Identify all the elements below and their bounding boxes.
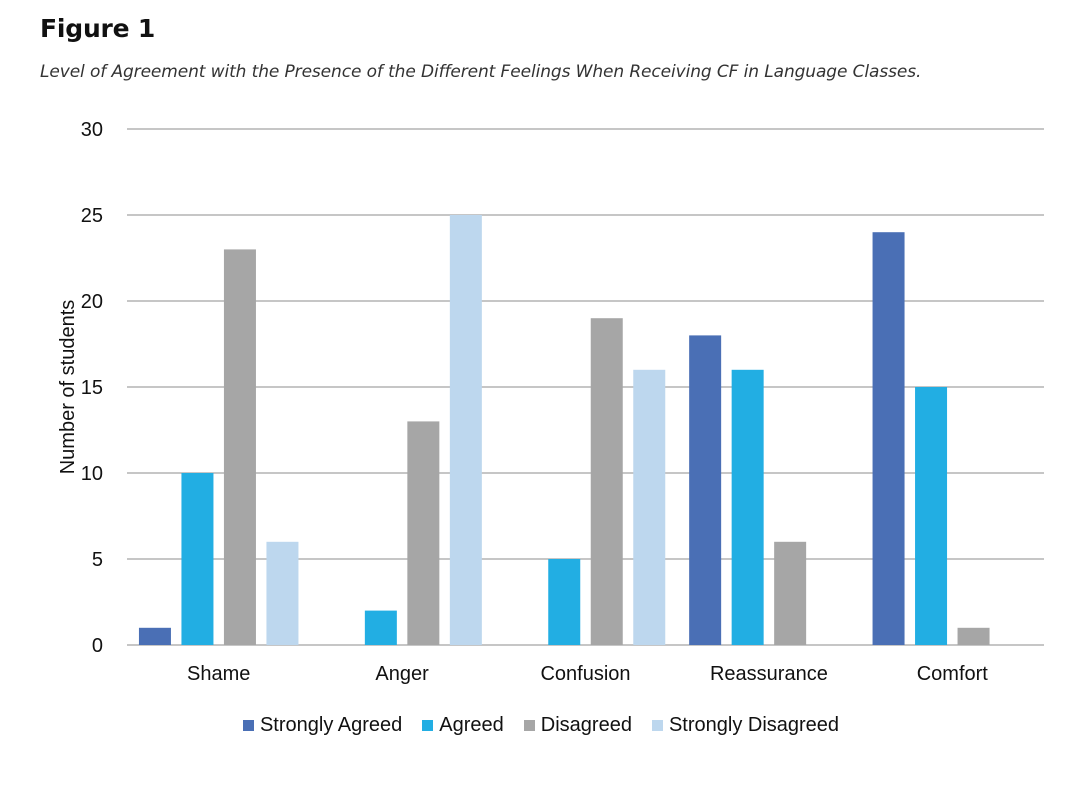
- bar: [223, 249, 256, 645]
- legend-label: Disagreed: [540, 714, 632, 736]
- bar: [915, 387, 948, 645]
- bar-chart: 0 5 10 15 20 25 30 Number of students Shame Anger…: [57, 119, 1044, 685]
- x-tick-label: Reassurance: [710, 663, 828, 685]
- legend-item: Strongly Agreed: [242, 714, 403, 737]
- x-tick-label: Comfort: [917, 663, 989, 685]
- figure-caption: Level of Agreement with the Presence of …: [40, 62, 922, 82]
- y-tick-label: 5: [92, 549, 103, 571]
- figure-label: Figure 1: [40, 14, 156, 43]
- legend-swatch: [422, 720, 434, 731]
- x-tick-label: Shame: [187, 663, 250, 685]
- bar: [407, 421, 440, 645]
- bar: [689, 335, 722, 645]
- legend-item: Strongly Disagreed: [651, 714, 840, 737]
- legend-item: Disagreed: [523, 714, 632, 737]
- y-axis-label: Number of students: [57, 300, 79, 475]
- legend-label: Agreed: [439, 714, 504, 736]
- legend-label: Strongly Agreed: [259, 714, 403, 736]
- y-tick-label: 15: [81, 377, 103, 399]
- y-tick-label: 20: [81, 291, 103, 313]
- y-tick-label: 30: [81, 119, 103, 141]
- bar: [449, 215, 482, 645]
- bar: [138, 627, 171, 645]
- x-tick-label: Confusion: [540, 663, 630, 685]
- y-tick-label: 25: [81, 205, 103, 227]
- legend-swatch: [523, 720, 535, 731]
- bar: [364, 610, 397, 645]
- bar: [266, 541, 299, 645]
- y-tick-label: 0: [92, 635, 103, 657]
- chart-legend: Strongly Agreed Agreed Disagreed Strongly D…: [0, 714, 1082, 737]
- bar: [774, 541, 807, 645]
- bar: [957, 627, 990, 645]
- bar: [548, 559, 581, 645]
- bar: [181, 473, 214, 645]
- bar: [590, 318, 623, 645]
- bar: [731, 369, 764, 645]
- legend-swatch: [242, 720, 254, 731]
- bar: [872, 232, 905, 645]
- bar: [633, 369, 666, 645]
- x-tick-label: Anger: [375, 663, 429, 685]
- y-tick-label: 10: [81, 463, 103, 485]
- legend-label: Strongly Disagreed: [668, 714, 840, 736]
- legend-swatch: [651, 720, 663, 731]
- legend-item: Agreed: [422, 714, 504, 737]
